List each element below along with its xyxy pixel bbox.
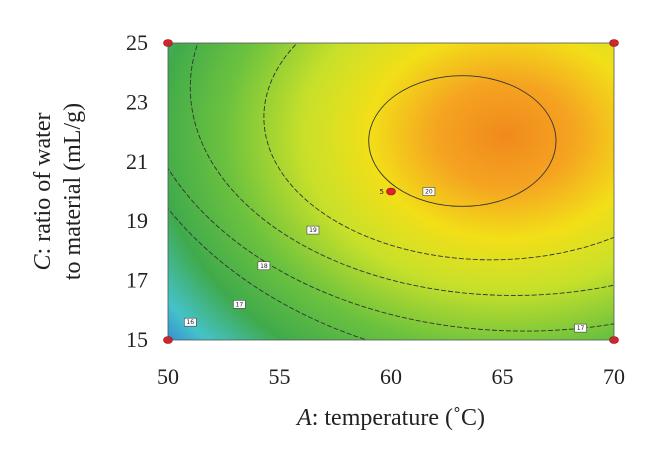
x-axis-ticks: 50 55 60 65 70 xyxy=(157,364,625,389)
x-tick-label: 50 xyxy=(157,364,179,389)
contour-label-17: 17 xyxy=(233,300,245,308)
x-tick-label: 65 xyxy=(492,364,514,389)
y-axis-title-line2: to material (mL/g) xyxy=(60,103,86,280)
x-axis-title-rest: : temperature (˚C) xyxy=(312,405,485,431)
contour-label-18: 18 xyxy=(258,262,270,270)
x-tick-label: 60 xyxy=(380,364,402,389)
x-axis-title-prefix: A xyxy=(295,405,312,431)
x-tick-label: 70 xyxy=(603,364,625,389)
contour-label-text: 19 xyxy=(309,227,317,234)
contour-label-17b: 17 xyxy=(575,324,587,332)
y-axis-ticks: 15 17 19 21 23 25 xyxy=(126,30,148,352)
y-tick-label: 21 xyxy=(126,149,148,174)
y-axis-title-prefix: C xyxy=(30,253,56,270)
y-axis-title-line1: C: ratio of water xyxy=(30,113,56,271)
y-tick-label: 25 xyxy=(126,30,148,55)
y-tick-label: 19 xyxy=(126,208,148,233)
design-point-label: 5 xyxy=(380,188,384,196)
y-tick-label: 17 xyxy=(126,268,148,293)
design-point-marker xyxy=(387,188,396,195)
contour-label-text: 18 xyxy=(260,263,268,270)
contour-label-16: 16 xyxy=(184,318,196,326)
y-axis-title-line1-rest: : ratio of water xyxy=(30,113,56,255)
contour-label-text: 17 xyxy=(236,301,244,308)
contour-label-19: 19 xyxy=(307,226,319,234)
contour-label-20: 20 xyxy=(423,188,435,196)
y-tick-label: 23 xyxy=(126,89,148,114)
contour-label-text: 20 xyxy=(425,189,433,196)
x-tick-label: 55 xyxy=(269,364,291,389)
y-axis-title: C: ratio of water to material (mL/g) xyxy=(30,103,86,280)
y-tick-label: 15 xyxy=(126,327,148,352)
contour-label-text: 17 xyxy=(577,325,585,332)
contour-label-text: 16 xyxy=(186,319,194,326)
x-axis-title: A: temperature (˚C) xyxy=(295,405,485,431)
